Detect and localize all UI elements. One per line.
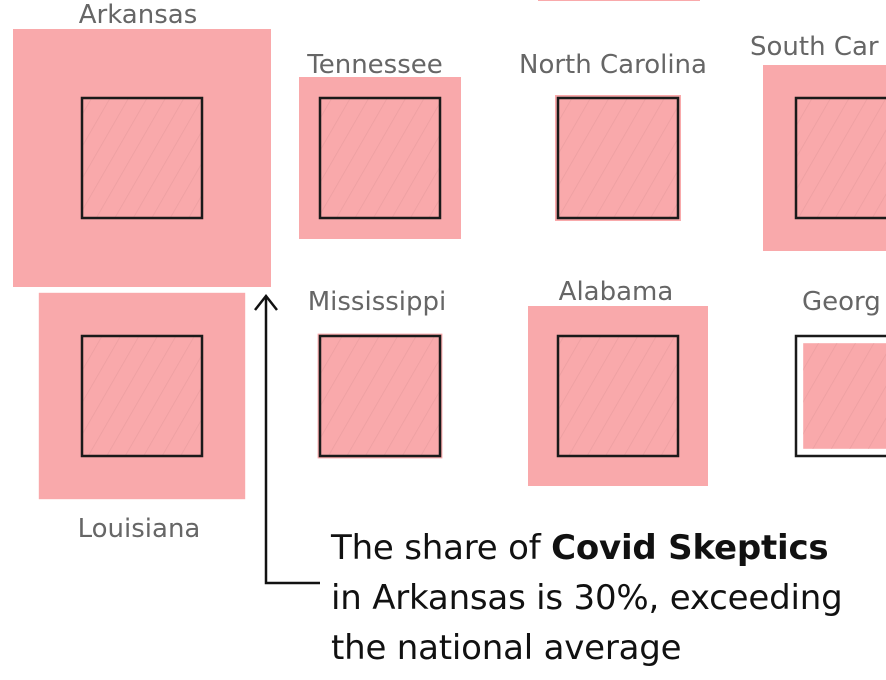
annotation-highlight: Covid Skeptics — [551, 528, 829, 568]
national-average-square-georgia — [794, 334, 886, 458]
state-square-alabama — [528, 306, 708, 486]
hatch-tennessee — [320, 98, 440, 218]
state-square-georgia — [794, 334, 886, 458]
label-north-carolina: North Carolina — [519, 50, 707, 80]
annotation-prefix: The share of — [331, 528, 552, 568]
annotation-line-2: in Arkansas is 30%, exceeding — [331, 578, 843, 618]
state-square-tennessee — [299, 77, 461, 239]
state-squares — [13, 29, 886, 500]
national-average-square-mississippi — [318, 334, 442, 458]
national-average-square-arkansas — [80, 96, 204, 220]
state-square-north-carolina — [555, 95, 681, 221]
annotation-text: The share of Covid Skeptics in Arkansas … — [331, 523, 886, 673]
national-average-square-louisiana — [80, 334, 204, 458]
hatch-south-carolina — [796, 98, 886, 218]
national-average-square-tennessee — [318, 96, 442, 220]
label-south-carolina: South Car — [750, 32, 879, 62]
annotation-line-1: The share of Covid Skeptics — [331, 523, 886, 573]
national-average-square-south-carolina — [794, 96, 886, 220]
annotation-arrow-line — [264, 296, 320, 585]
label-tennessee: Tennessee — [306, 50, 443, 80]
state-square-south-carolina — [763, 65, 886, 251]
label-louisiana: Louisiana — [78, 514, 201, 544]
national-average-square-alabama — [556, 334, 680, 458]
hatch-north-carolina — [558, 98, 678, 218]
annotation-arrow-head — [254, 293, 278, 311]
state-square-arkansas — [13, 29, 271, 287]
offscreen-square — [538, 0, 700, 1]
national-average-square-north-carolina — [556, 96, 680, 220]
state-square-louisiana — [38, 292, 246, 500]
label-arkansas: Arkansas — [79, 0, 198, 30]
label-mississippi: Mississippi — [308, 287, 447, 317]
hatch-louisiana — [82, 336, 202, 456]
label-georgia: Georg — [802, 287, 881, 317]
hatch-alabama — [558, 336, 678, 456]
hatch-mississippi — [320, 336, 440, 456]
hatch-georgia — [803, 343, 886, 449]
label-alabama: Alabama — [559, 277, 674, 307]
state-square-mississippi — [317, 333, 443, 459]
annotation-line-3: the national average — [331, 628, 682, 668]
hatch-arkansas — [82, 98, 202, 218]
